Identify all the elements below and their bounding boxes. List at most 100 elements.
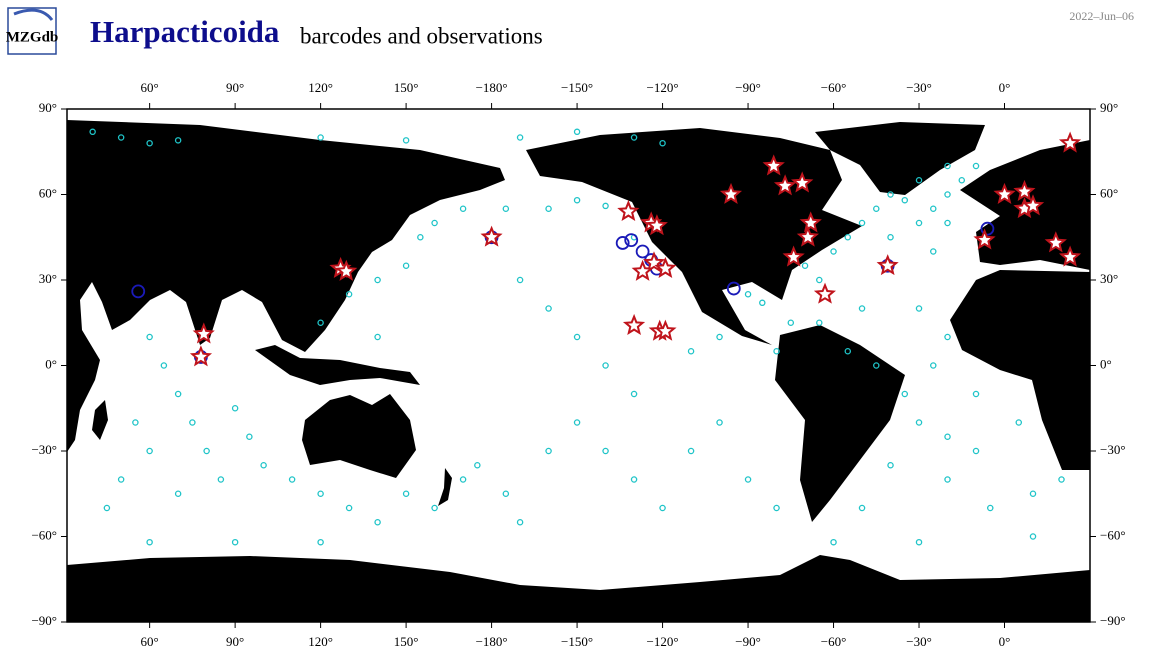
- observation-dot: [944, 476, 951, 483]
- observation-dot: [1029, 490, 1037, 497]
- observation-dot: [189, 419, 196, 426]
- observation-dot: [773, 504, 780, 512]
- record-circle: [635, 244, 650, 259]
- barcode-star: [335, 259, 358, 281]
- barcode-star: [622, 313, 646, 336]
- barcode-star: [796, 225, 820, 247]
- barcode-star: [719, 182, 743, 204]
- observation-dot: [901, 390, 909, 398]
- observation-dot: [887, 461, 894, 469]
- x-tick-label-bottom: 0°: [999, 634, 1011, 649]
- observation-dot: [317, 538, 324, 546]
- observation-dot: [602, 362, 609, 369]
- observation-dot: [516, 134, 524, 141]
- observation-dot: [987, 504, 994, 512]
- observation-dot: [930, 205, 937, 212]
- record-circle: [624, 233, 639, 248]
- observation-dot: [459, 476, 467, 483]
- observation-dot: [944, 191, 951, 198]
- barcode-star: [791, 171, 814, 193]
- x-tick-label-top: −120°: [647, 80, 679, 95]
- observation-dot: [260, 461, 267, 469]
- markers: [89, 128, 1082, 546]
- title: Harpacticoida: [90, 14, 280, 49]
- observation-dot: [930, 248, 937, 255]
- observation-dot: [417, 233, 424, 241]
- x-tick-label-top: 150°: [394, 80, 419, 95]
- observation-dot: [901, 196, 909, 204]
- x-tick-label-top: 60°: [141, 80, 159, 95]
- observation-dot: [887, 233, 894, 241]
- indonesia: [255, 345, 420, 385]
- eurasia: [67, 120, 505, 452]
- observation-dot: [374, 333, 381, 341]
- land: [67, 120, 1090, 622]
- barcode-star: [631, 259, 654, 281]
- observation-dot: [687, 447, 695, 455]
- observation-dot: [246, 433, 253, 440]
- observation-dot: [944, 162, 951, 170]
- observation-dot: [431, 504, 438, 512]
- barcode-star: [1013, 179, 1036, 202]
- x-tick-label-top: 90°: [226, 80, 244, 95]
- observation-dot: [858, 504, 866, 512]
- x-tick-label-bottom: −180°: [476, 634, 508, 649]
- madagascar: [92, 400, 108, 440]
- observation-dot: [830, 538, 837, 546]
- x-tick-label-top: 0°: [999, 80, 1011, 95]
- japan: [345, 222, 378, 268]
- x-tick-label-bottom: −90°: [735, 634, 761, 649]
- axes: 60° 60° 90° 90° 120° 120° 150° 150° −180° −180° −1…: [31, 80, 1125, 649]
- observation-dot: [630, 476, 638, 483]
- observation-dot: [545, 205, 552, 212]
- observation-dot: [345, 290, 353, 298]
- observation-dot: [117, 476, 125, 483]
- observation-dot: [602, 202, 609, 210]
- barcode-star: [762, 154, 785, 176]
- observation-dot: [773, 347, 780, 355]
- record-circle: [726, 281, 741, 296]
- observation-dot: [146, 333, 153, 341]
- y-tick-label-left: 30°: [39, 271, 57, 286]
- observation-dot: [1015, 419, 1023, 426]
- observation-dot: [374, 276, 381, 284]
- observation-dot: [545, 305, 552, 312]
- observation-dot: [972, 447, 980, 455]
- observation-dot: [402, 137, 410, 144]
- observation-dot: [231, 404, 239, 412]
- observation-dot: [930, 362, 937, 369]
- observation-dot: [915, 305, 923, 312]
- y-tick-label-left: −30°: [31, 442, 57, 457]
- barcode-star: [973, 228, 996, 250]
- observation-dot: [146, 139, 153, 147]
- observation-dot: [117, 134, 125, 141]
- observation-dot: [944, 333, 951, 341]
- observation-dot: [132, 419, 139, 426]
- x-tick-label-top: −180°: [476, 80, 508, 95]
- observation-dot: [858, 305, 866, 312]
- observation-dot: [873, 205, 880, 212]
- observation-dot: [317, 134, 324, 141]
- y-tick-label-left: −60°: [31, 527, 57, 542]
- observation-dot: [659, 504, 666, 512]
- barcode-star: [654, 319, 677, 341]
- y-tick-label-left: −90°: [31, 613, 57, 628]
- y-tick-label-right: 0°: [1100, 356, 1112, 371]
- observation-dot: [89, 128, 96, 136]
- barcode-star: [1021, 194, 1045, 216]
- observation-dot: [801, 262, 809, 269]
- observation-dot: [915, 176, 923, 184]
- x-tick-label-top: 120°: [308, 80, 333, 95]
- observation-dot: [146, 538, 153, 546]
- observation-dot: [759, 299, 766, 307]
- observation-dot: [502, 205, 510, 212]
- observation-dot: [687, 347, 695, 355]
- observation-dot: [474, 461, 481, 469]
- observation-dot: [146, 447, 153, 455]
- barcode-star: [993, 182, 1016, 204]
- x-tick-label-bottom: 120°: [308, 634, 333, 649]
- observation-dot: [972, 390, 980, 398]
- observation-dot: [830, 248, 837, 255]
- y-tick-label-right: −90°: [1100, 613, 1126, 628]
